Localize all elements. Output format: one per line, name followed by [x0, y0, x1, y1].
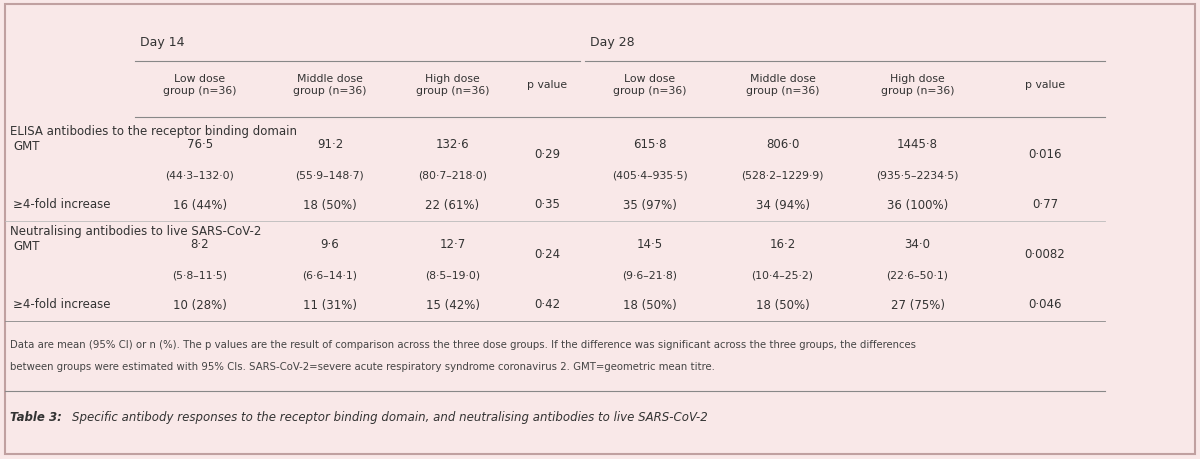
Text: Neutralising antibodies to live SARS-CoV-2: Neutralising antibodies to live SARS-CoV… — [10, 225, 262, 238]
Text: 16·2: 16·2 — [769, 238, 796, 251]
Text: 36 (100%): 36 (100%) — [887, 198, 948, 211]
Text: 9·6: 9·6 — [320, 238, 340, 251]
Text: 34·0: 34·0 — [905, 238, 930, 251]
Text: ELISA antibodies to the receptor binding domain: ELISA antibodies to the receptor binding… — [10, 125, 298, 138]
Text: 35 (97%): 35 (97%) — [623, 198, 677, 211]
Text: Middle dose
group (n=36): Middle dose group (n=36) — [745, 74, 820, 95]
Text: Low dose
group (n=36): Low dose group (n=36) — [163, 74, 236, 95]
Text: GMT: GMT — [13, 240, 40, 253]
Text: p value: p value — [528, 80, 568, 90]
Text: (44·3–132·0): (44·3–132·0) — [166, 170, 234, 179]
Text: (6·6–14·1): (6·6–14·1) — [302, 269, 358, 280]
Text: 0·77: 0·77 — [1032, 198, 1058, 211]
Text: Day 14: Day 14 — [140, 35, 185, 48]
Text: 0·0082: 0·0082 — [1025, 248, 1066, 261]
Text: 8·2: 8·2 — [191, 238, 209, 251]
Text: 10 (28%): 10 (28%) — [173, 298, 227, 311]
Text: High dose
group (n=36): High dose group (n=36) — [881, 74, 954, 95]
Text: p value: p value — [1025, 80, 1066, 90]
Text: 16 (44%): 16 (44%) — [173, 198, 227, 211]
Text: 0·35: 0·35 — [534, 198, 560, 211]
Text: (5·8–11·5): (5·8–11·5) — [173, 269, 228, 280]
Text: (55·9–148·7): (55·9–148·7) — [295, 170, 365, 179]
Text: 34 (94%): 34 (94%) — [756, 198, 810, 211]
Text: 0·29: 0·29 — [534, 148, 560, 161]
Text: Table 3:: Table 3: — [10, 411, 66, 424]
Text: 27 (75%): 27 (75%) — [890, 298, 944, 311]
Text: ≥4-fold increase: ≥4-fold increase — [13, 198, 110, 211]
Text: 1445·8: 1445·8 — [898, 138, 938, 151]
Text: 14·5: 14·5 — [637, 238, 664, 251]
Text: 76·5: 76·5 — [187, 138, 214, 151]
Text: Day 28: Day 28 — [590, 35, 635, 48]
Text: (405·4–935·5): (405·4–935·5) — [612, 170, 688, 179]
Text: Data are mean (95% CI) or n (%). The p values are the result of comparison acros: Data are mean (95% CI) or n (%). The p v… — [10, 339, 916, 349]
Text: 0·24: 0·24 — [534, 248, 560, 261]
Text: (8·5–19·0): (8·5–19·0) — [425, 269, 480, 280]
Text: 132·6: 132·6 — [436, 138, 469, 151]
Text: Middle dose
group (n=36): Middle dose group (n=36) — [293, 74, 367, 95]
Text: Specific antibody responses to the receptor binding domain, and neutralising ant: Specific antibody responses to the recep… — [72, 411, 708, 424]
Text: 11 (31%): 11 (31%) — [302, 298, 358, 311]
Text: High dose
group (n=36): High dose group (n=36) — [415, 74, 490, 95]
Text: 18 (50%): 18 (50%) — [623, 298, 677, 311]
Text: (10·4–25·2): (10·4–25·2) — [751, 269, 814, 280]
Text: Low dose
group (n=36): Low dose group (n=36) — [613, 74, 686, 95]
Text: between groups were estimated with 95% CIs. SARS-CoV-2=severe acute respiratory : between groups were estimated with 95% C… — [10, 361, 715, 371]
Text: 15 (42%): 15 (42%) — [426, 298, 480, 311]
Text: 806·0: 806·0 — [766, 138, 799, 151]
Text: 91·2: 91·2 — [317, 138, 343, 151]
FancyBboxPatch shape — [5, 5, 1195, 454]
Text: 0·016: 0·016 — [1028, 148, 1062, 161]
Text: (22·6–50·1): (22·6–50·1) — [887, 269, 948, 280]
Text: 22 (61%): 22 (61%) — [426, 198, 480, 211]
Text: (528·2–1229·9): (528·2–1229·9) — [742, 170, 823, 179]
Text: 0·046: 0·046 — [1028, 298, 1062, 311]
Text: 18 (50%): 18 (50%) — [304, 198, 356, 211]
Text: (80·7–218·0): (80·7–218·0) — [418, 170, 487, 179]
Text: 12·7: 12·7 — [439, 238, 466, 251]
Text: 0·42: 0·42 — [534, 298, 560, 311]
Text: 615·8: 615·8 — [634, 138, 667, 151]
Text: (935·5–2234·5): (935·5–2234·5) — [876, 170, 959, 179]
Text: 18 (50%): 18 (50%) — [756, 298, 809, 311]
Text: ≥4-fold increase: ≥4-fold increase — [13, 298, 110, 311]
Text: (9·6–21·8): (9·6–21·8) — [623, 269, 678, 280]
Text: GMT: GMT — [13, 140, 40, 153]
